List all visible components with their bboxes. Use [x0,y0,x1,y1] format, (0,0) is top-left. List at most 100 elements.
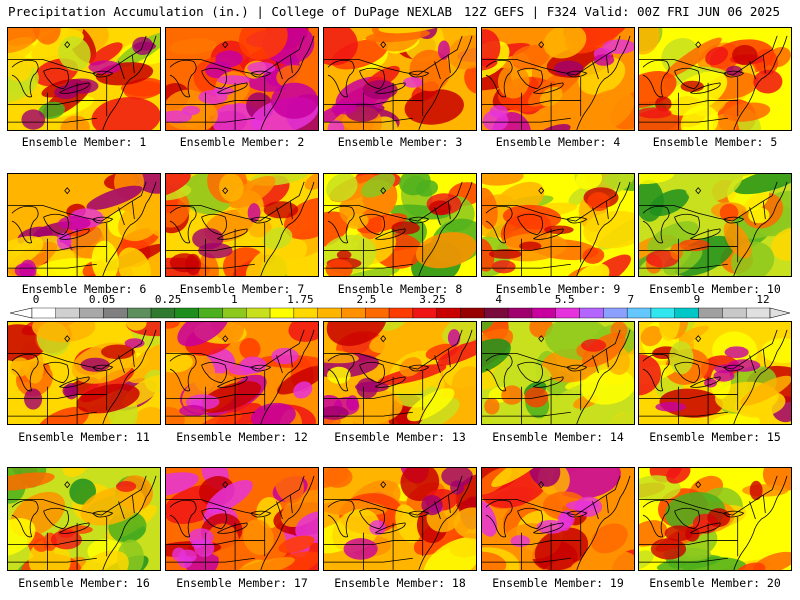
map-outlines [8,475,157,570]
legend-bar [9,307,791,319]
station-marker-icon [695,335,702,343]
map-outlines [324,181,473,276]
map-outlines [166,475,315,570]
precip-field [482,468,634,570]
map-outlines [166,329,315,424]
legend-swatch [79,307,104,319]
member-map-2 [165,27,319,131]
member-caption: Ensemble Member: 9 [495,282,621,296]
precip-field [166,174,318,276]
legend-swatch [579,307,604,319]
precip-field [639,468,791,570]
legend-swatch [412,307,437,319]
map-outlines [482,181,631,276]
member-caption: Ensemble Member: 20 [649,576,781,590]
color-legend: 0 0.05 0.25 1 1.75 2.5 3.25 4 5.5 7 9 12 [0,294,800,320]
legend-swatch [31,307,57,319]
member-caption: Ensemble Member: 6 [21,282,147,296]
member-caption: Ensemble Member: 14 [492,430,624,444]
precip-field [482,322,634,424]
precip-field [324,28,476,130]
precip-field [482,28,634,130]
legend-tick-label: 0.25 [154,293,182,306]
legend-swatch [436,307,461,319]
station-marker-icon [222,481,229,489]
member-map-14 [481,321,635,425]
legend-swatch [507,307,533,319]
map-outlines [639,35,788,130]
legend-tick-label: 5.5 [554,293,575,306]
legend-swatch [484,307,509,319]
legend-tick-label: 9 [693,293,701,306]
legend-tick-label: 0.05 [88,293,116,306]
member-caption: Ensemble Member: 19 [492,576,624,590]
member-map-6 [7,173,161,277]
member-map-4 [481,27,635,131]
map-outlines [8,35,157,130]
member-caption: Ensemble Member: 10 [649,282,781,296]
member-caption: Ensemble Member: 16 [18,576,150,590]
member-caption: Ensemble Member: 15 [649,430,781,444]
station-marker-icon [222,41,229,49]
map-outlines [166,181,315,276]
member-map-19 [481,467,635,571]
legend-swatch [674,307,699,319]
map-outlines [482,475,631,570]
member-caption: Ensemble Member: 1 [21,135,147,149]
precip-field [324,174,476,276]
legend-swatch [626,307,652,319]
legend-tick-label: 4 [495,293,502,306]
legend-tick-label: 1.75 [287,293,314,306]
member-map-7 [165,173,319,277]
station-marker-icon [222,187,229,195]
member-caption: Ensemble Member: 7 [179,282,305,296]
member-map-20 [638,467,792,571]
precip-field [639,28,791,130]
map-outlines [324,329,473,424]
member-map-11 [7,321,161,425]
member-map-12 [165,321,319,425]
member-map-9 [481,173,635,277]
station-marker-icon [538,41,545,49]
legend-swatch [198,307,223,319]
member-caption: Ensemble Member: 12 [176,430,308,444]
station-marker-icon [64,41,71,49]
legend-swatch [650,307,675,319]
map-outlines [166,35,315,130]
run-info: 12Z GEFS | F324 Valid: 00Z FRI JUN 06 20… [463,4,780,19]
legend-swatch [365,307,390,319]
member-caption: Ensemble Member: 4 [495,135,621,149]
legend-tick-label: 1 [230,293,238,306]
precip-field [324,322,476,424]
station-marker-icon [538,481,545,489]
precip-field [166,322,318,424]
member-caption: Ensemble Member: 18 [334,576,466,590]
legend-tick-label: 2.5 [356,293,377,306]
legend-swatch [317,307,342,319]
station-marker-icon [695,41,702,49]
station-marker-icon [695,481,702,489]
legend-tick-label: 0 [32,293,40,306]
station-marker-icon [538,187,545,195]
header: Precipitation Accumulation (in.) | Colle… [0,0,800,24]
member-map-10 [638,173,792,277]
member-map-13 [323,321,477,425]
legend-swatch [531,307,556,319]
precip-field [482,174,634,276]
precip-field [639,322,791,424]
member-caption: Ensemble Member: 17 [176,576,308,590]
station-marker-icon [64,187,71,195]
legend-swatch [174,307,199,319]
member-map-3 [323,27,477,131]
legend-swatch [269,307,295,319]
precip-field [166,28,318,130]
legend-tick-label: 7 [627,293,635,306]
legend-tick-label: 3.25 [419,293,446,306]
map-outlines [8,329,157,424]
legend-swatch [722,307,747,319]
map-outlines [8,181,157,276]
legend-swatch [127,307,152,319]
station-marker-icon [380,481,387,489]
legend-swatch [293,307,318,319]
legend-swatch [222,307,247,319]
